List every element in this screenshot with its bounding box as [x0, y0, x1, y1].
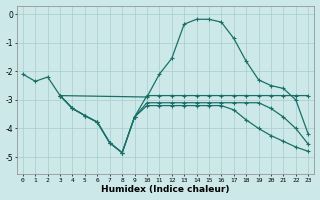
X-axis label: Humidex (Indice chaleur): Humidex (Indice chaleur) — [101, 185, 230, 194]
